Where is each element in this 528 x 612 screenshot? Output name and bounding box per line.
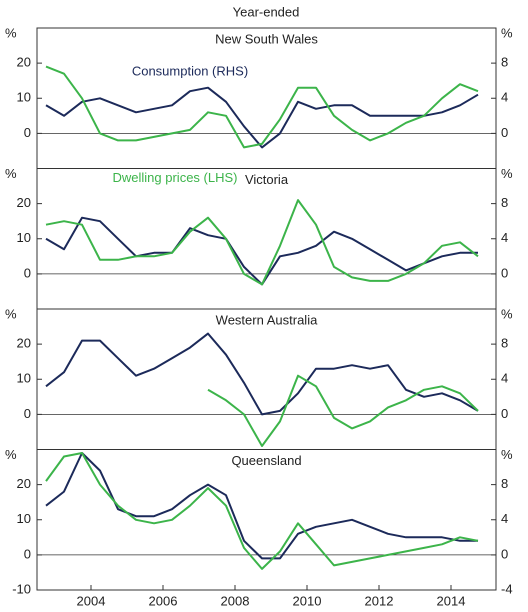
x-tick-label: 2010 bbox=[293, 593, 322, 608]
left-unit: % bbox=[5, 306, 17, 321]
left-unit: % bbox=[5, 25, 17, 40]
y2-tick-label: 4 bbox=[501, 371, 508, 386]
panel-title: New South Wales bbox=[215, 31, 318, 46]
series-line bbox=[45, 216, 478, 286]
x-tick-label: 2004 bbox=[77, 593, 106, 608]
panel-title: Queensland bbox=[231, 453, 301, 468]
y-tick-label: 20 bbox=[17, 195, 31, 210]
y2-tick-label: 0 bbox=[501, 546, 508, 561]
y-tick-label: -10 bbox=[12, 581, 31, 596]
y-tick-label: 10 bbox=[17, 371, 31, 386]
y-tick-label: 20 bbox=[17, 476, 31, 491]
left-unit: % bbox=[5, 166, 17, 181]
y-tick-label: 20 bbox=[17, 55, 31, 70]
panel-title: Victoria bbox=[245, 172, 289, 187]
panel-title: Western Australia bbox=[216, 312, 318, 327]
series-line bbox=[45, 199, 479, 286]
right-unit: % bbox=[501, 166, 513, 181]
y2-tick-label: 0 bbox=[501, 265, 508, 280]
right-unit: % bbox=[501, 25, 513, 40]
x-tick-label: 2014 bbox=[437, 593, 466, 608]
y2-tick-label: 4 bbox=[501, 511, 508, 526]
y2-tick-label: -4 bbox=[501, 581, 513, 596]
y-tick-label: 10 bbox=[17, 511, 31, 526]
y2-tick-label: 8 bbox=[501, 336, 508, 351]
panel-frame bbox=[36, 168, 497, 310]
series-line bbox=[45, 86, 479, 149]
series-line bbox=[45, 332, 479, 416]
panel-frame bbox=[36, 449, 497, 591]
y2-tick-label: 0 bbox=[501, 406, 508, 421]
y2-tick-label: 8 bbox=[501, 195, 508, 210]
chart-subtitle: Year-ended bbox=[233, 4, 300, 19]
series-label: Dwelling prices (LHS) bbox=[113, 170, 238, 185]
y2-tick-label: 4 bbox=[501, 90, 508, 105]
series-line bbox=[207, 374, 479, 447]
y-tick-label: 0 bbox=[24, 265, 31, 280]
left-unit: % bbox=[5, 447, 17, 462]
x-tick-label: 2012 bbox=[365, 593, 394, 608]
y-tick-label: 10 bbox=[17, 90, 31, 105]
series-line bbox=[45, 65, 479, 149]
y-tick-label: 10 bbox=[17, 230, 31, 245]
panel-frame bbox=[36, 308, 497, 450]
series-line bbox=[45, 452, 478, 560]
x-tick-label: 2006 bbox=[149, 593, 178, 608]
y-tick-label: 20 bbox=[17, 336, 31, 351]
y-tick-label: 0 bbox=[24, 546, 31, 561]
right-unit: % bbox=[501, 447, 513, 462]
y2-tick-label: 8 bbox=[501, 55, 508, 70]
right-unit: % bbox=[501, 306, 513, 321]
series-line bbox=[45, 452, 479, 570]
panel-frame bbox=[36, 27, 497, 169]
x-tick-label: 2008 bbox=[221, 593, 250, 608]
y2-tick-label: 4 bbox=[501, 230, 508, 245]
series-label: Consumption (RHS) bbox=[132, 63, 248, 78]
y-tick-label: 0 bbox=[24, 406, 31, 421]
y2-tick-label: 8 bbox=[501, 476, 508, 491]
y2-tick-label: 0 bbox=[501, 125, 508, 140]
y-tick-label: 0 bbox=[24, 125, 31, 140]
